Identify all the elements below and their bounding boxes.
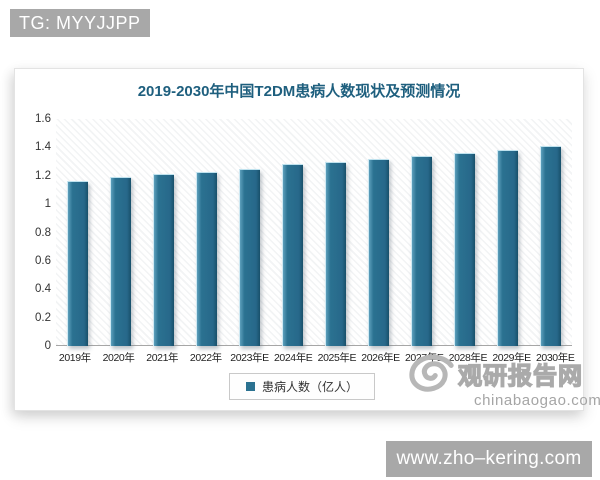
x-tick-label: 2030年E	[535, 352, 575, 364]
bar	[239, 168, 260, 346]
bar-slot	[56, 119, 99, 346]
x-tick-label: 2026年E	[361, 352, 400, 364]
x-tick-label: 2029年E	[492, 352, 531, 364]
bar-slot	[271, 119, 314, 346]
y-tick-label: 0.4	[35, 283, 51, 296]
bar-slot	[529, 119, 572, 346]
bar	[282, 164, 303, 346]
y-axis: 0 0.2 0.4 0.6 0.8 1 1.2 1.4 1.6	[15, 113, 51, 352]
x-tick-label: 2025年E	[317, 352, 357, 364]
y-tick-label: 0.2	[35, 311, 51, 324]
chart-card: 2019-2030年中国T2DM患病人数现状及预测情况 0 0.2 0.4 0.6 0.…	[14, 68, 584, 411]
legend: 患病人数（亿人）	[229, 373, 376, 400]
bar-slot	[443, 119, 486, 346]
x-tick-label: 2019年	[58, 352, 91, 364]
bar-slot	[185, 119, 228, 346]
bar-slot	[314, 119, 357, 346]
bars-row	[56, 119, 572, 346]
bar	[411, 155, 432, 346]
y-tick-label: 1	[44, 198, 51, 211]
tg-badge: TG: MYYJJPP	[10, 9, 150, 37]
bar	[497, 150, 518, 346]
x-tick-label: 2024年E	[273, 352, 313, 364]
y-tick-label: 1.4	[35, 141, 51, 154]
bar-slot	[486, 119, 529, 346]
plot-area	[56, 119, 572, 346]
x-tick-label: 2022年	[189, 352, 222, 364]
x-tick-label: 2023年E	[230, 352, 269, 364]
legend-label: 患病人数（亿人）	[262, 380, 359, 394]
bar	[325, 161, 346, 346]
y-tick-label: 0.8	[35, 226, 51, 239]
x-tick-label: 2020年	[102, 352, 135, 364]
bar-slot	[400, 119, 443, 346]
x-tick-label: 2021年	[146, 352, 179, 364]
bar	[368, 158, 389, 346]
bar	[196, 171, 217, 346]
x-tick-label: 2027年E	[404, 352, 444, 364]
site-url-badge: www.zho–kering.com	[386, 441, 592, 477]
y-tick-label: 0.6	[35, 254, 51, 267]
bar	[67, 181, 88, 346]
bar-slot	[142, 119, 185, 346]
y-tick-label: 0	[44, 340, 51, 352]
legend-marker-icon	[246, 382, 255, 391]
y-tick-label: 1.6	[35, 113, 51, 125]
bar-slot	[357, 119, 400, 346]
bar	[153, 174, 174, 346]
x-tick-label: 2028年E	[448, 352, 488, 364]
y-tick-label: 1.2	[35, 169, 51, 182]
chart-title: 2019-2030年中国T2DM患病人数现状及预测情况	[137, 83, 461, 100]
bar	[454, 153, 475, 346]
bar-slot	[228, 119, 271, 346]
bar-slot	[99, 119, 142, 346]
bar	[540, 145, 561, 346]
bar	[110, 177, 131, 346]
x-axis: 2019年 2020年 2021年 2022年 2023年E 2024年E 2025年E 20…	[53, 350, 577, 364]
